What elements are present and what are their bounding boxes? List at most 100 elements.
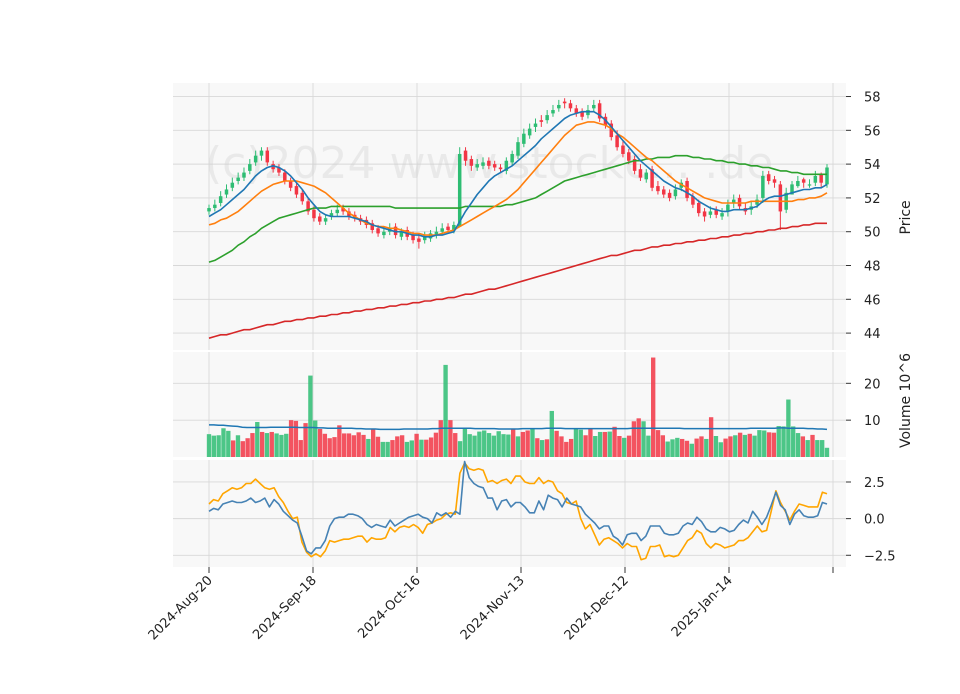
candle-body — [819, 174, 823, 183]
candle-body — [772, 179, 777, 183]
candle-body — [370, 223, 374, 231]
candle-body — [562, 101, 567, 104]
volume-bar — [655, 430, 661, 457]
volume-bar — [810, 434, 815, 457]
volume-bar — [462, 427, 468, 457]
candle-body — [253, 155, 258, 163]
volume-bar — [602, 431, 608, 457]
volume-bar — [525, 430, 530, 457]
candle-body — [312, 209, 316, 219]
volume-bar — [279, 434, 284, 457]
candle-body — [685, 181, 689, 198]
volume-bar — [573, 429, 579, 457]
price-panel-bg — [173, 83, 846, 350]
volume-bar — [370, 429, 376, 457]
candle-body — [586, 110, 590, 116]
volume-bar — [342, 433, 347, 457]
volume-bar — [284, 433, 289, 457]
candle-body — [248, 164, 252, 171]
volume-bar — [684, 440, 690, 457]
volume-axis-label: Volume 10^6 — [898, 353, 914, 448]
volume-y-tick-label: 10 — [864, 414, 881, 429]
volume-bar — [520, 431, 526, 457]
ma-long-line — [208, 222, 827, 339]
volume-panel: 10 20 Volume 10^6 — [173, 352, 914, 457]
candle-body — [650, 169, 654, 188]
candle-body — [673, 189, 678, 197]
volume-bar — [322, 433, 328, 457]
volume-bar — [597, 431, 603, 457]
candle-body — [766, 174, 771, 182]
volume-bar — [530, 429, 535, 457]
volume-bar — [824, 447, 830, 457]
volume-bar — [675, 437, 680, 457]
candle-body — [335, 209, 340, 214]
volume-bar — [564, 441, 569, 457]
volume-bar — [472, 435, 477, 457]
volume-bar — [771, 432, 777, 457]
volume-ma-line — [209, 424, 828, 431]
candle-body — [510, 153, 514, 163]
volume-bar — [428, 437, 434, 457]
volume-bar — [510, 429, 516, 457]
candle-body — [574, 108, 579, 114]
volume-bar — [375, 436, 381, 457]
volume-bar — [713, 436, 719, 457]
volume-bar — [457, 441, 463, 457]
volume-bar — [607, 431, 612, 457]
volume-bar — [390, 440, 395, 457]
candle-body — [207, 208, 211, 212]
x-tick-label: 2024-Aug-20 — [146, 573, 216, 643]
candle-body — [638, 169, 643, 178]
candle-body — [411, 235, 415, 241]
volume-bar — [303, 423, 308, 457]
candle-body — [300, 192, 305, 202]
volume-bar — [206, 434, 212, 457]
volume-bar — [235, 435, 241, 457]
candle-body — [592, 104, 596, 109]
volume-bar — [255, 422, 260, 457]
candle-body — [761, 175, 765, 198]
candle-body — [731, 199, 736, 203]
volume-bar — [395, 436, 400, 457]
volume-bar — [660, 435, 666, 457]
volume-bar — [776, 426, 781, 457]
candle-body — [539, 120, 544, 122]
ma-mid-line — [208, 121, 828, 236]
candle-body — [382, 231, 386, 236]
candle-body — [323, 218, 328, 222]
volume-bar — [568, 438, 574, 457]
volume-bar — [226, 430, 231, 457]
volume-bar — [467, 434, 472, 457]
volume-bar — [419, 439, 424, 457]
volume-bar — [631, 421, 637, 457]
volume-bar — [723, 438, 728, 457]
volume-bar — [414, 433, 419, 457]
candle-body — [807, 184, 812, 186]
candle-body — [714, 209, 718, 215]
oscillator-panel: −2.5 0.0 2.5 — [173, 460, 896, 567]
candle-body — [516, 142, 520, 156]
candle-body — [452, 224, 456, 231]
candle-body — [434, 231, 439, 236]
candle-body — [376, 228, 380, 234]
volume-bar — [762, 430, 767, 457]
volume-bar — [327, 438, 332, 457]
candle-body — [288, 181, 293, 188]
volume-bar — [221, 428, 226, 457]
volume-bar — [399, 435, 405, 457]
candle-body — [644, 172, 649, 180]
candle-body — [568, 103, 573, 109]
volume-bar — [313, 420, 318, 457]
volume-bar — [269, 431, 274, 457]
volume-bar — [800, 436, 806, 457]
candle-body — [551, 110, 555, 114]
volume-bar — [815, 440, 820, 457]
candle-body — [428, 233, 433, 239]
volume-bar — [805, 440, 810, 457]
candle-body — [726, 204, 730, 212]
x-tick-label: 2024-Dec-12 — [562, 573, 632, 643]
volume-bar — [752, 435, 757, 457]
